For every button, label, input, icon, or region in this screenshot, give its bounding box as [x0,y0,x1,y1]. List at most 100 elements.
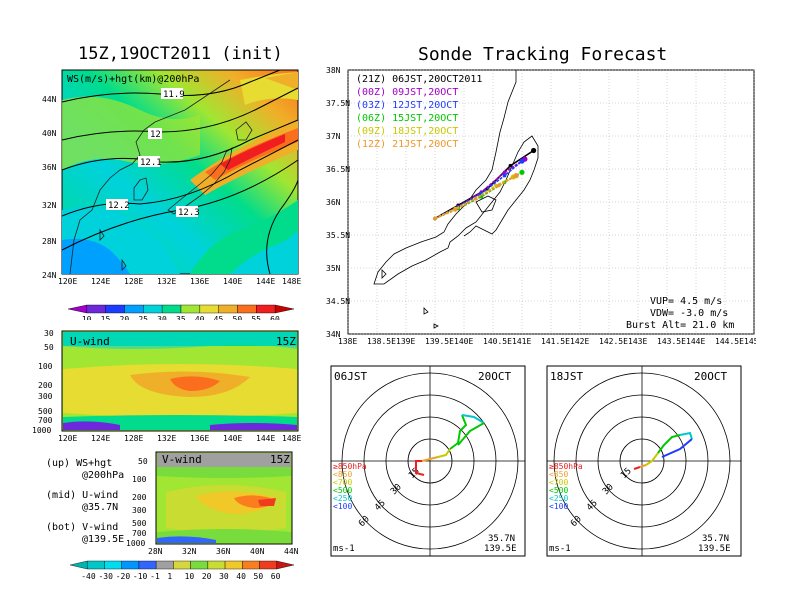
colorbar-swatch [104,560,122,570]
track-legend: (21Z) 06JST,20OCT2011 (00Z) 09JST,20OCT … [356,74,482,150]
svg-text:700: 700 [132,529,147,538]
svg-text:30: 30 [44,329,54,338]
colorbar-swatch [86,304,106,314]
u-wind-panel: U-wind 15Z 30 50 100 200 300 500 700 100… [32,329,301,443]
svg-text:200: 200 [132,493,147,502]
colorbar-tick: 60 [271,572,281,581]
v-wind-time: 15Z [270,453,290,466]
svg-text:<250: <250 [333,494,352,503]
svg-text:<850: <850 [333,470,352,479]
hodo-left-unit: ms-1 [333,544,355,554]
svg-text:124E: 124E [91,277,110,286]
colorbar-swatch [199,304,219,314]
lon-tick: 145E [744,337,756,346]
hodo-right-date: 20OCT [694,370,727,383]
contour-labels: 11.9 12 12.1 12.2 12.3 [106,88,200,218]
track-coastline [373,70,539,285]
colorbar-tick: 30 [219,572,229,581]
svg-text:44N: 44N [42,95,57,104]
svg-text:700: 700 [38,416,53,425]
svg-text:1000: 1000 [126,539,145,548]
colorbar-tick: 40 [236,572,246,581]
hodograph-right: 15 30 45 60 18JST 20OCT ≥850hPa <850 <70… [546,365,742,557]
colorbar-swatch [237,304,257,314]
lat-tick: 34.5N [326,297,350,306]
contour-label: 12.2 [108,201,130,211]
svg-text:128E: 128E [124,277,143,286]
colorbar-tick: 20 [120,315,130,320]
colorbar-tick: 50 [254,572,264,581]
svg-text:1000: 1000 [32,426,51,435]
colorbar-tick: 20 [202,572,212,581]
legend-entry: (09Z) 18JST,20OCT [356,126,458,137]
svg-text:124E: 124E [91,434,110,443]
track-point [513,173,519,179]
u-wind-pressure-ticks: 30 50 100 200 300 500 700 1000 [32,329,54,435]
colorbar-swatch [155,560,174,570]
colorbar-swatch [173,560,191,570]
colorbar-swatch [207,560,226,570]
colorbar-tick: 10 [82,315,92,320]
svg-text:35.7N: 35.7N [702,534,729,544]
coastline [69,79,231,275]
map-lon-ticks: 120E 124E 128E 132E 136E 140E 144E 148E [58,277,301,286]
svg-text:VUP= 4.5 m/s: VUP= 4.5 m/s [650,296,722,307]
lon-tick: 144E [686,337,705,346]
lon-tick: 140.5E [483,337,512,346]
colorbar-swatch [121,560,140,570]
svg-text:100: 100 [132,475,147,484]
lon-tick: 140E [454,337,473,346]
right-title: Sonde Tracking Forecast [418,44,668,65]
svg-text:100: 100 [38,362,53,371]
colorbar-swatch [224,560,243,570]
colorbar-tick: 35 [176,315,186,320]
svg-text:139.5E: 139.5E [698,544,731,554]
contour-11.9 [61,69,281,103]
legend-entry: (21Z) 06JST,20OCT2011 [356,74,482,85]
track-info: VUP= 4.5 m/s VDW= -3.0 m/s Burst Alt= 21… [626,296,734,331]
colorbar-tick: 15 [101,315,111,320]
colorbar-tick: 25 [138,315,148,320]
colorbar-swatch [274,304,295,314]
top-colorbar [67,304,295,314]
colorbar-tick: 45 [214,315,224,320]
svg-text:144E: 144E [256,277,275,286]
svg-text:32N: 32N [182,547,197,556]
svg-text:144E: 144E [256,434,275,443]
svg-text:≥850hPa: ≥850hPa [549,462,583,471]
colorbar-tick: 1 [167,572,172,581]
svg-text:28N: 28N [42,237,57,246]
svg-text:500: 500 [132,519,147,528]
svg-text:148E: 148E [282,277,301,286]
contour-12.2 [61,139,299,217]
svg-text:44N: 44N [284,547,299,556]
track-map-panel: (21Z) 06JST,20OCT2011 (00Z) 09JST,20OCT … [326,66,756,346]
svg-text:32N: 32N [42,201,57,210]
track-point [433,216,437,221]
u-wind-lon-ticks: 120E 124E 128E 132E 136E 140E 144E 148E [58,434,301,443]
lat-tick: 35.5N [326,231,350,240]
legend-entry: (00Z) 09JST,20OCT [356,87,458,98]
lon-tick: 141.5E [541,337,570,346]
track-point [453,208,458,212]
colorbar-swatch [124,304,144,314]
colorbar-swatch [242,560,260,570]
lon-tick: 138E [338,337,357,346]
u-wind-time: 15Z [276,335,296,348]
map-panel-label: WS(m/s)+hgt(km)@200hPa [67,74,199,85]
colorbar-swatch [105,304,125,314]
colorbar-swatch [161,304,182,314]
svg-text:40N: 40N [42,129,57,138]
bottom-colorbar: -40 -30 -20 -10 -1 1 10 20 30 40 50 60 [69,560,295,581]
legend-entry: (06Z) 15JST,20OCT [356,113,458,124]
colorbar-tick: 55 [251,315,261,320]
colorbar-swatch [190,560,209,570]
v-wind-label: V-wind [162,453,202,466]
svg-text:<850: <850 [549,470,568,479]
lon-tick: 138.5E [367,337,396,346]
svg-text:24N: 24N [42,271,57,280]
svg-text:136E: 136E [190,434,209,443]
colorbar-swatch [138,560,157,570]
colorbar-tick: 50 [233,315,243,320]
lon-tick: 141E [512,337,531,346]
